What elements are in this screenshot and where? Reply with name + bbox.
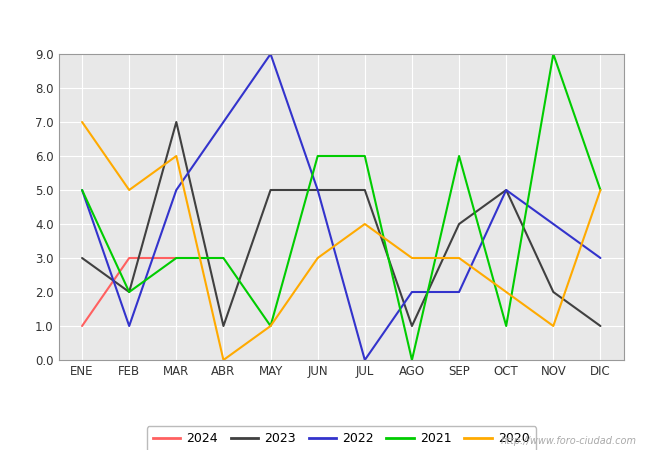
Legend: 2024, 2023, 2022, 2021, 2020: 2024, 2023, 2022, 2021, 2020 [146,426,536,450]
Text: Matriculaciones de Vehiculos en Casserres: Matriculaciones de Vehiculos en Casserre… [149,14,501,32]
Text: http://www.foro-ciudad.com: http://www.foro-ciudad.com [501,436,637,446]
